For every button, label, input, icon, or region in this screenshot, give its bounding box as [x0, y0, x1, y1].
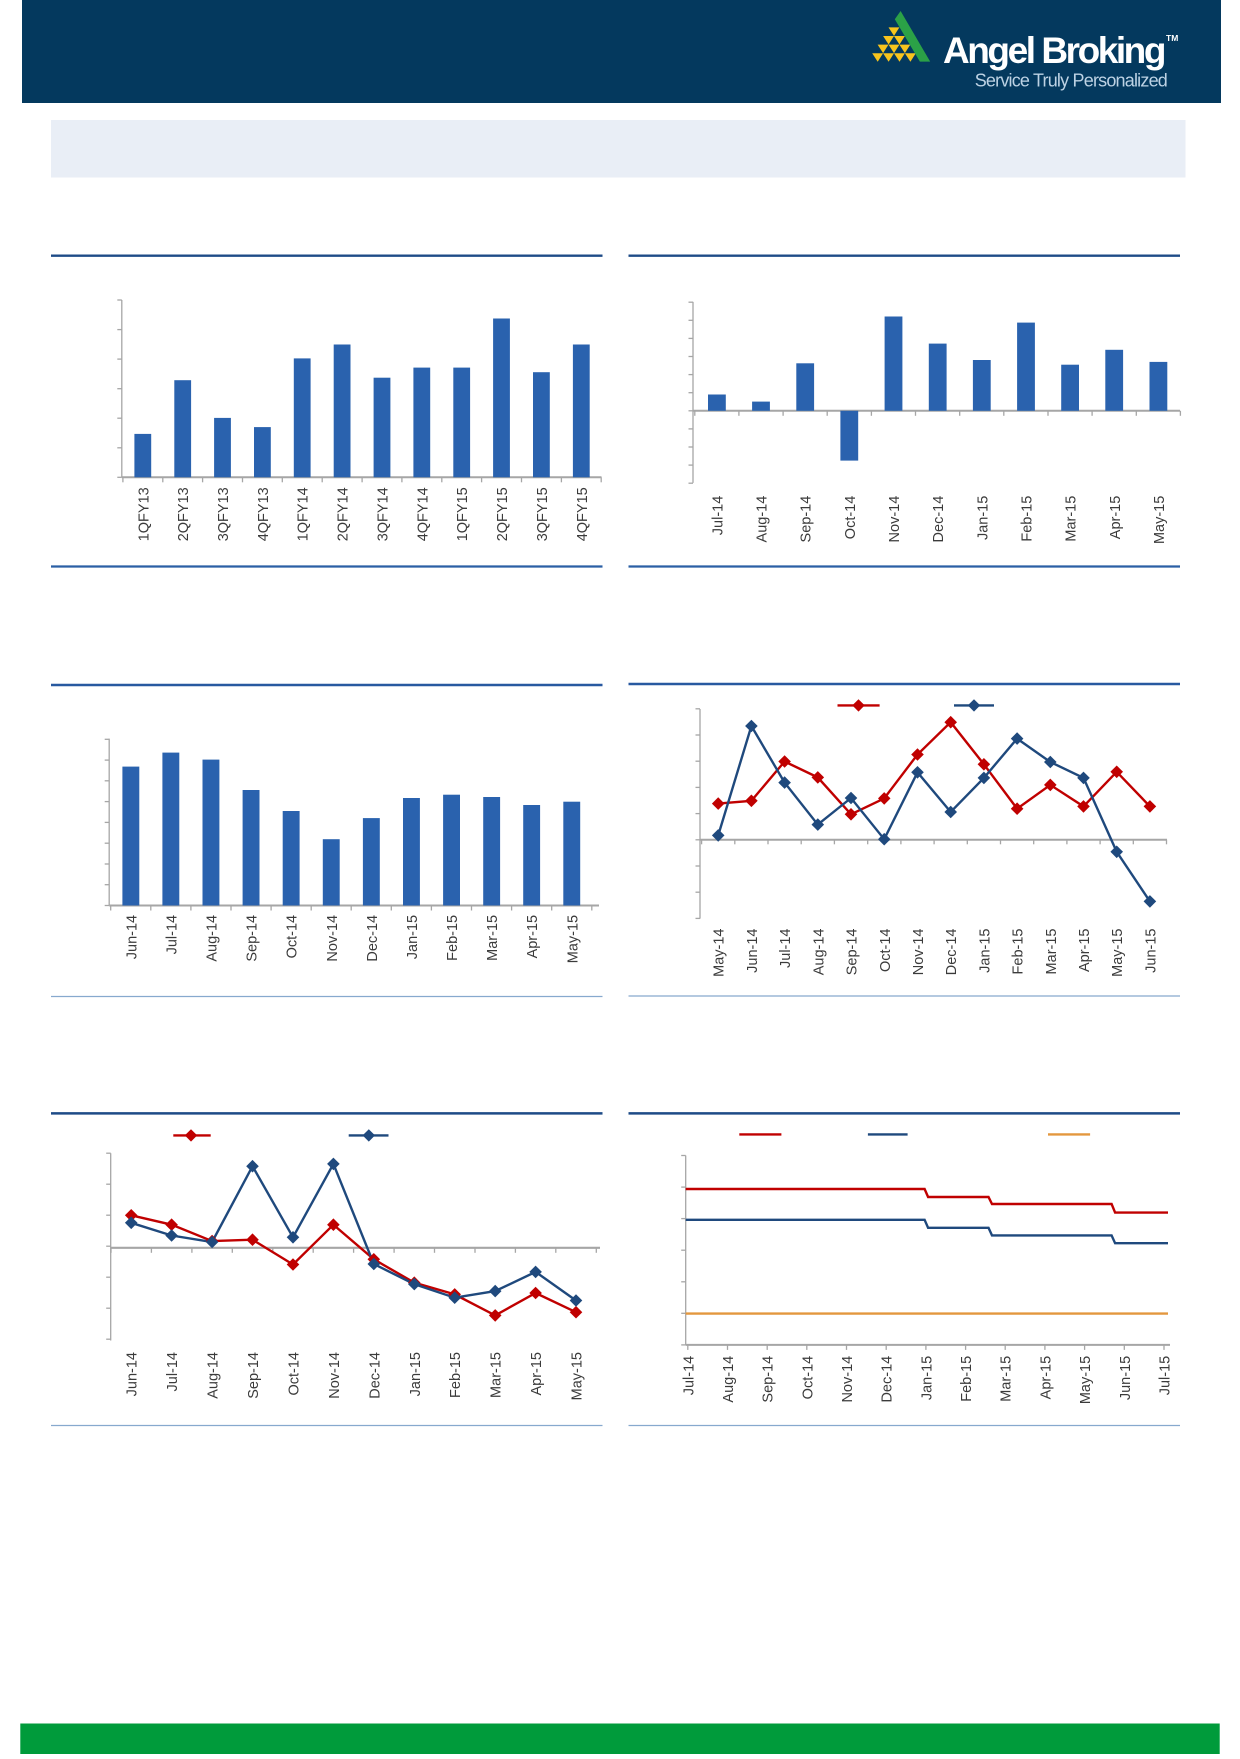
svg-text:Aug-14: Aug-14 — [755, 496, 771, 543]
svg-text:May-15: May-15 — [565, 915, 581, 963]
svg-text:Sep-14: Sep-14 — [246, 1352, 262, 1399]
svg-text:Service Truly Personalized: Service Truly Personalized — [975, 71, 1167, 91]
svg-text:Jan-15: Jan-15 — [977, 929, 993, 973]
svg-text:Apr-15: Apr-15 — [1038, 1356, 1054, 1400]
svg-text:Jun-14: Jun-14 — [125, 1352, 141, 1396]
svg-text:4QFY14: 4QFY14 — [415, 487, 431, 541]
svg-text:Sep-14: Sep-14 — [845, 929, 861, 976]
svg-text:Sep-14: Sep-14 — [761, 1356, 777, 1403]
svg-text:Apr-15: Apr-15 — [1077, 929, 1093, 973]
svg-text:Jul-15: Jul-15 — [1158, 1356, 1174, 1396]
svg-text:Dec-14: Dec-14 — [931, 496, 947, 543]
svg-text:Aug-14: Aug-14 — [205, 915, 221, 962]
svg-text:Jul-14: Jul-14 — [710, 496, 726, 536]
svg-text:Jul-14: Jul-14 — [165, 1352, 181, 1392]
svg-text:Oct-14: Oct-14 — [285, 915, 301, 959]
svg-text:Feb-15: Feb-15 — [445, 915, 461, 961]
svg-text:Mar-15: Mar-15 — [999, 1356, 1015, 1402]
svg-text:Oct-14: Oct-14 — [843, 496, 859, 540]
svg-text:Apr-15: Apr-15 — [525, 915, 541, 959]
svg-text:Nov-14: Nov-14 — [887, 496, 903, 543]
svg-text:Mar-15: Mar-15 — [489, 1352, 505, 1398]
svg-text:Apr-15: Apr-15 — [529, 1352, 545, 1396]
svg-text:Feb-15: Feb-15 — [1020, 496, 1036, 542]
svg-text:May-15: May-15 — [1078, 1356, 1094, 1404]
svg-text:Jun-15: Jun-15 — [1118, 1356, 1134, 1400]
svg-text:Oct-14: Oct-14 — [800, 1356, 816, 1400]
svg-text:Jun-14: Jun-14 — [745, 929, 761, 973]
svg-text:Nov-14: Nov-14 — [327, 1352, 343, 1399]
svg-text:Oct-14: Oct-14 — [878, 929, 894, 973]
svg-text:Nov-14: Nov-14 — [325, 915, 341, 962]
svg-text:Dec-14: Dec-14 — [880, 1356, 896, 1403]
svg-text:Sep-14: Sep-14 — [799, 496, 815, 543]
svg-text:4QFY13: 4QFY13 — [256, 487, 272, 541]
svg-text:Jan-15: Jan-15 — [405, 915, 421, 959]
svg-text:Jun-15: Jun-15 — [1143, 929, 1159, 973]
svg-text:2QFY15: 2QFY15 — [495, 487, 511, 541]
svg-text:Dec-14: Dec-14 — [367, 1352, 383, 1399]
svg-text:May-15: May-15 — [1110, 929, 1126, 977]
svg-text:Dec-14: Dec-14 — [944, 929, 960, 976]
svg-text:Jul-14: Jul-14 — [164, 915, 180, 955]
svg-text:3QFY15: 3QFY15 — [535, 487, 551, 541]
svg-text:Mar-15: Mar-15 — [485, 915, 501, 961]
svg-text:Feb-15: Feb-15 — [1011, 929, 1027, 975]
svg-text:Jul-14: Jul-14 — [778, 929, 794, 969]
svg-text:Feb-15: Feb-15 — [959, 1356, 975, 1402]
svg-text:Jan-15: Jan-15 — [975, 496, 991, 540]
svg-text:2QFY14: 2QFY14 — [336, 487, 352, 541]
svg-text:Aug-14: Aug-14 — [206, 1352, 222, 1399]
svg-text:Mar-15: Mar-15 — [1064, 496, 1080, 542]
svg-text:Angel Broking: Angel Broking — [943, 30, 1165, 71]
svg-text:May-15: May-15 — [570, 1352, 586, 1400]
svg-text:Nov-14: Nov-14 — [840, 1356, 856, 1403]
svg-text:Jun-14: Jun-14 — [124, 915, 140, 959]
svg-text:1QFY15: 1QFY15 — [455, 487, 471, 541]
svg-text:3QFY14: 3QFY14 — [376, 487, 392, 541]
svg-text:Aug-14: Aug-14 — [811, 929, 827, 976]
svg-text:Feb-15: Feb-15 — [448, 1352, 464, 1398]
svg-text:4QFY15: 4QFY15 — [575, 487, 591, 541]
svg-text:May-14: May-14 — [712, 929, 728, 977]
svg-text:May-15: May-15 — [1152, 496, 1168, 544]
svg-text:Sep-14: Sep-14 — [245, 915, 261, 962]
svg-text:Oct-14: Oct-14 — [287, 1352, 303, 1396]
svg-text:Jan-15: Jan-15 — [919, 1356, 935, 1400]
svg-text:Nov-14: Nov-14 — [911, 929, 927, 976]
svg-text:Apr-15: Apr-15 — [1108, 496, 1124, 540]
svg-text:3QFY13: 3QFY13 — [216, 487, 232, 541]
svg-text:1QFY13: 1QFY13 — [136, 487, 152, 541]
svg-text:Jul-14: Jul-14 — [681, 1356, 697, 1396]
svg-text:Dec-14: Dec-14 — [365, 915, 381, 962]
svg-text:2QFY13: 2QFY13 — [176, 487, 192, 541]
svg-text:Aug-14: Aug-14 — [721, 1356, 737, 1403]
svg-text:TM: TM — [1166, 33, 1178, 43]
svg-text:1QFY14: 1QFY14 — [296, 487, 312, 541]
svg-text:Mar-15: Mar-15 — [1044, 929, 1060, 975]
svg-text:Jan-15: Jan-15 — [408, 1352, 424, 1396]
